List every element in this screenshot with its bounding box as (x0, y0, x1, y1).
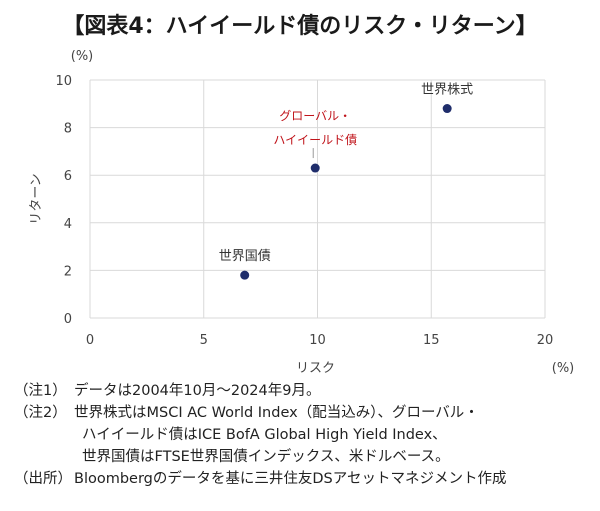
note-line: （注2） 世界株式はMSCI AC World Index（配当込み）、グローバル… (14, 402, 594, 424)
data-label: 世界国債 (219, 249, 271, 264)
y-tick-label: 0 (64, 312, 72, 327)
note-text: Bloombergのデータを基に三井住友DSアセットマネジメント作成 (74, 471, 507, 487)
y-tick-label: 2 (64, 264, 72, 279)
note-line: （注1） データは2004年10月～2024年9月。 (14, 380, 594, 402)
data-label: ハイイールド債 (273, 132, 357, 147)
chart-title: 【図表4：ハイイールド債のリスク・リターン】 (62, 14, 538, 39)
y-tick-label: 8 (64, 122, 72, 137)
y-tick-label: 6 (64, 169, 72, 184)
x-unit-label: (%) (552, 361, 575, 376)
data-label: グローバル・ (279, 109, 351, 123)
note-tag: （注2） (14, 405, 67, 421)
data-point (240, 270, 250, 280)
note-line: ハイイールド債はICE BofA Global High Yield Index… (14, 424, 594, 446)
x-tick-label: 15 (423, 333, 440, 348)
x-tick-label: 20 (537, 333, 554, 348)
note-line: （出所） Bloombergのデータを基に三井住友DSアセットマネジメント作成 (14, 468, 594, 490)
note-tag: （注1） (14, 383, 67, 399)
y-tick-label: 10 (55, 74, 72, 89)
note-text: データは2004年10月～2024年9月。 (74, 383, 321, 399)
y-axis-title: リターン (29, 173, 44, 224)
y-unit-label: (%) (71, 49, 94, 64)
x-tick-label: 10 (309, 333, 326, 348)
x-tick-label: 0 (86, 333, 94, 348)
note-tag: （出所） (14, 471, 72, 487)
note-text: 世界国債はFTSE世界国債インデックス、米ドルベース。 (82, 449, 450, 465)
notes-section: （注1） データは2004年10月～2024年9月。 （注2） 世界株式はMSCI A… (14, 380, 594, 490)
scatter-chart: 0 5 10 15 20 0 2 4 6 8 10 (%) (%) リスク リターン 世界株式グローバル・ハイ… (29, 49, 575, 376)
note-line: 世界国債はFTSE世界国債インデックス、米ドルベース。 (14, 446, 594, 468)
note-text: 世界株式はMSCI AC World Index（配当込み）、グローバル・ (74, 405, 479, 421)
x-tick-label: 5 (200, 333, 208, 348)
x-axis-title: リスク (296, 361, 335, 376)
data-label: 世界株式 (421, 83, 473, 98)
data-point (442, 104, 452, 114)
y-tick-label: 4 (64, 217, 72, 232)
data-point (310, 163, 320, 173)
note-text: ハイイールド債はICE BofA Global High Yield Index… (82, 427, 447, 443)
